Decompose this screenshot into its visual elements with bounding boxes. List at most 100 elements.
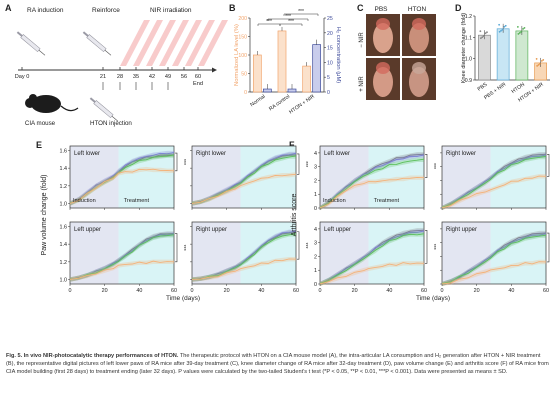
tick-label-left: 50 [241,72,247,78]
timeline-arrow-icon [212,67,217,73]
bar-la [302,65,312,93]
photo-column-label: HTON [408,6,427,13]
stage-label-nir-irradiation: NIR irradiation [150,7,192,14]
data-point [501,28,504,31]
tick-label-left: 0 [244,90,247,96]
series-line [69,260,175,280]
tick-label-right: 0 [327,90,330,96]
tick-label-y: 1.0 [60,202,68,208]
phase-label-induction: Induction [73,198,96,204]
syringe-plunger [82,31,89,37]
axis-title-x: Time (days) [416,295,450,302]
significance-stars: *** [288,19,294,25]
series-band [70,231,174,282]
nir-beam [133,20,163,66]
paw-toes [412,18,426,30]
timeline-day-label: 28 [117,74,123,80]
series-band [320,175,424,211]
significance-bracket [175,233,178,263]
tick-label: 1.0 [465,57,472,63]
panel-label-e: E [36,140,42,150]
bar-h2 [312,44,322,93]
subplot-title: Right lower [446,151,476,157]
induction-phase-shade [320,222,369,284]
syringe-needle [111,115,119,122]
tick-label-x: 0 [69,288,72,294]
significance-stars: *** [430,163,436,169]
significance-bracket [267,18,309,21]
data-point [484,32,487,35]
tick-label-left: 150 [238,35,247,41]
nir-beam [120,20,150,66]
data-point [516,26,519,28]
series-band [70,153,174,206]
timeline-day-label: Day 0 [15,74,30,80]
subplot: 0 20 40 60 Right upper *** [190,221,308,294]
nir-beam [172,20,202,66]
tick-label-y: 1.2 [60,184,68,190]
significance-stars: *** [180,159,186,165]
series-line [69,234,175,280]
tick-label-x: 40 [508,288,514,294]
subplot: 0 20 40 60 Right upper *** [440,221,554,294]
tick-label-y: 2 [314,254,317,260]
significance-bracket [425,229,428,264]
stage-label-ra-induction: RA induction [27,7,64,14]
axis-title-y: Paw volume change (fold) [41,175,48,256]
data-point [500,29,502,32]
panel-label-c: C [357,3,364,13]
mouse-label: CIA mouse [25,120,56,127]
data-point [523,27,526,29]
timeline-end-label: End [193,81,203,87]
significance-bracket [283,13,319,16]
significance-bracket [175,152,178,172]
tick-label-x: 40 [136,288,142,294]
subplot-frame [319,145,425,209]
subplot-title: Right lower [196,151,226,157]
tick-label-x: 20 [474,288,480,294]
axis-title-y: Arthritis score [291,194,298,237]
tick-label-x: 60 [421,288,427,294]
series-band [70,232,174,282]
tick-label-x: 40 [258,288,264,294]
timeline-day-label: 42 [149,74,155,80]
significance-stars: *** [285,14,291,20]
subplot-frame [441,145,547,209]
significance-stars: *** [302,161,308,167]
tick-label-y: 1.0 [60,278,68,284]
significance-stars: *** [552,244,554,250]
photo-row-label: − NIR [359,32,365,48]
significance-bracket [297,153,300,175]
tick-label-x: 20 [352,288,358,294]
series-band [442,259,546,287]
series-line [319,233,425,284]
data-point [503,25,506,28]
significance-stars: *** [302,242,308,248]
data-point [522,28,524,30]
significance-bracket [547,153,550,177]
data-point [542,59,545,61]
series-line [69,151,175,204]
series-line [69,168,175,204]
bar [496,28,510,81]
series-band [442,230,546,287]
subplot-title: Left upper [324,227,351,233]
subplot: 1.0 1.2 1.4 1.6 Left lower *** Induction Treatm… [60,145,186,210]
tick-label-x: 0 [441,288,444,294]
syringe-needle [104,49,112,56]
syringe-needle [38,49,46,56]
series-line [191,258,297,280]
syringe-icon [89,97,119,122]
subplot-title: Left upper [74,227,101,233]
treatment-phase-shade [490,222,546,284]
photo-column-label: PBS [374,6,388,13]
tick-label-y: 1.4 [60,242,68,248]
timeline-day-label: 49 [165,74,171,80]
protocol-diagram: RA induction Reinforce NIR irradiation Day … [15,7,228,127]
paw-toes [376,18,390,30]
series-line [441,154,547,208]
tick-label: 1.1 [465,35,472,41]
mouse-body [31,95,61,113]
